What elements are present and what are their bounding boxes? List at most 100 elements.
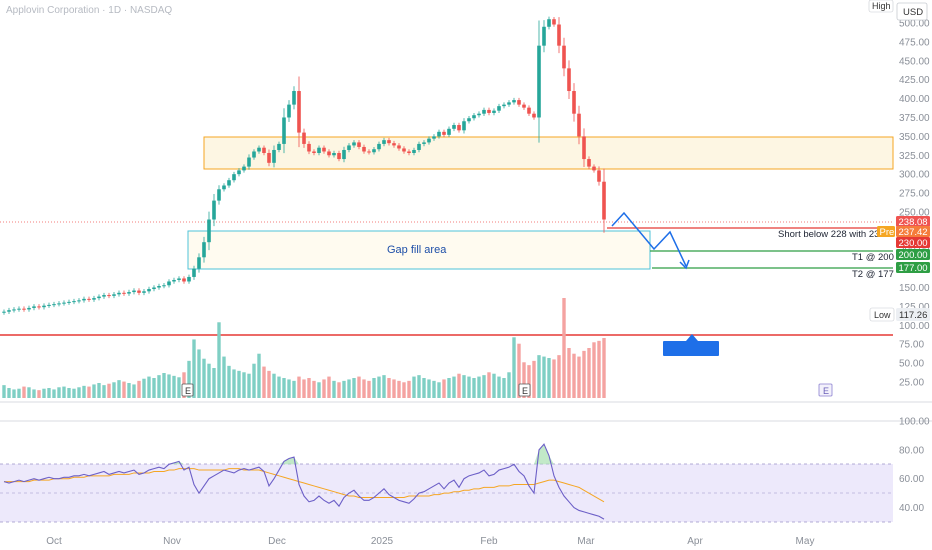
volume-bar xyxy=(497,376,501,398)
volume-bar xyxy=(192,339,196,398)
volume-bar xyxy=(492,373,496,398)
candle xyxy=(422,140,426,147)
candle xyxy=(212,193,216,227)
premarket-tag: Pre xyxy=(877,226,895,238)
volume-bar xyxy=(167,374,171,398)
candle xyxy=(392,140,396,148)
volume-bar xyxy=(527,365,531,398)
earnings-marker[interactable]: E xyxy=(181,383,194,397)
volume-bar xyxy=(437,382,441,398)
volume-bar xyxy=(352,378,356,398)
candle xyxy=(477,111,481,118)
price-tick-label: 325.00 xyxy=(899,151,930,162)
rsi-axis[interactable]: 100.00 80.00 60.00 40.00 xyxy=(899,417,930,515)
volume-bar xyxy=(277,376,281,398)
volume-bar xyxy=(52,389,56,398)
candle xyxy=(317,145,321,156)
volume-bar xyxy=(422,378,426,398)
volume-bar xyxy=(27,387,31,398)
candle xyxy=(532,111,536,120)
candle xyxy=(387,137,391,146)
volume-bar xyxy=(107,383,111,398)
price-pane[interactable] xyxy=(0,0,893,402)
candle xyxy=(482,107,486,116)
gap-fill-zone xyxy=(187,230,651,270)
volume-bar xyxy=(317,382,321,398)
time-axis[interactable]: Oct Nov Dec 2025 Feb Mar Apr May xyxy=(46,536,814,547)
price-tick-label: 425.00 xyxy=(899,75,930,86)
price-axis[interactable]: 500.00 475.00 450.00 425.00 400.00 375.00 350.… xyxy=(899,19,930,389)
svg-text:200.00: 200.00 xyxy=(899,250,928,261)
volume-bar xyxy=(172,375,176,398)
price-tick-label: 475.00 xyxy=(899,37,930,48)
volume-bar xyxy=(347,379,351,398)
candle xyxy=(247,154,251,170)
volume-bar xyxy=(212,368,216,398)
time-tick-label: Apr xyxy=(687,536,703,547)
volume-bar xyxy=(587,348,591,398)
gap-fill-label: Gap fill area xyxy=(387,244,447,256)
volume-bar xyxy=(112,382,116,398)
candle xyxy=(147,286,151,294)
candle xyxy=(427,136,431,145)
candle xyxy=(242,164,246,173)
svg-text:Pre: Pre xyxy=(880,227,895,238)
price-tick-label: 250.00 xyxy=(899,207,930,218)
candle xyxy=(257,145,261,154)
candle xyxy=(582,128,586,167)
volume-bar xyxy=(552,359,556,398)
earnings-marker[interactable]: E xyxy=(518,383,531,397)
candle xyxy=(202,236,206,263)
price-tag: 177.00 xyxy=(896,262,930,274)
t2-note: T2 @ 177 xyxy=(852,269,894,280)
volume-bar xyxy=(412,376,416,398)
volume-bar xyxy=(522,362,526,398)
volume-bar xyxy=(432,380,436,398)
rsi-tick-label: 60.00 xyxy=(899,474,924,485)
candle xyxy=(237,168,241,177)
candle xyxy=(492,108,496,116)
candle xyxy=(327,149,331,158)
candle xyxy=(167,279,171,288)
volume-bar xyxy=(217,322,221,398)
candle xyxy=(357,140,361,150)
rsi-tick-label: 40.00 xyxy=(899,503,924,514)
volume-bar xyxy=(302,379,306,398)
volume-bar xyxy=(457,373,461,398)
earnings-marker-upcoming[interactable]: E xyxy=(818,383,833,397)
svg-text:230.00: 230.00 xyxy=(899,238,928,249)
volume-bar xyxy=(282,378,286,398)
volume-bar xyxy=(477,376,481,398)
candle xyxy=(522,102,526,110)
svg-text:117.26: 117.26 xyxy=(899,310,927,321)
candle xyxy=(207,211,211,251)
volume-bar xyxy=(397,380,401,398)
currency-label[interactable]: USD xyxy=(896,2,928,21)
volume-bar xyxy=(177,377,181,398)
price-tag: 237.42 xyxy=(896,226,930,238)
volume-bar xyxy=(532,360,536,398)
short-note: Short below 228 with 235 xyxy=(778,229,885,240)
candle xyxy=(277,141,281,153)
candle xyxy=(227,177,231,188)
candle xyxy=(17,306,21,312)
candle xyxy=(137,288,141,296)
candle xyxy=(132,288,136,295)
volume-bar xyxy=(257,353,261,398)
volume-bar xyxy=(97,383,101,398)
candle xyxy=(297,76,301,148)
time-tick-label: Dec xyxy=(268,536,286,547)
note-box[interactable] xyxy=(663,341,719,356)
candle xyxy=(97,294,101,301)
volume-bar xyxy=(197,349,201,398)
candle xyxy=(512,97,516,105)
volume-bar xyxy=(387,378,391,398)
price-tick-label: 125.00 xyxy=(899,302,930,313)
candle xyxy=(107,292,111,299)
volume-bar xyxy=(237,370,241,398)
price-tag: 238.08 xyxy=(896,216,930,228)
volume-bar xyxy=(472,378,476,398)
volume-bar xyxy=(382,375,386,398)
candle xyxy=(197,253,201,273)
